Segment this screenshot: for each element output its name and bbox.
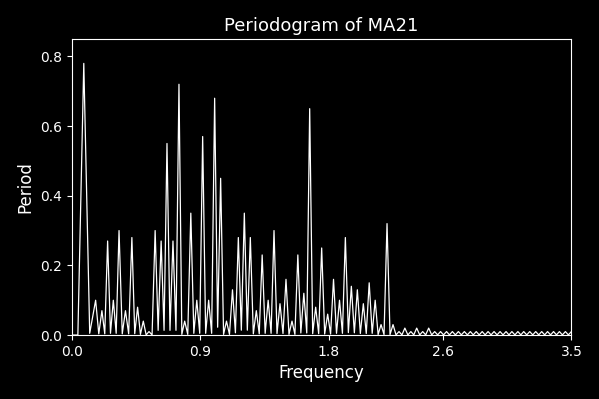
Y-axis label: Period: Period (17, 161, 35, 213)
X-axis label: Frequency: Frequency (279, 364, 365, 382)
Title: Periodogram of MA21: Periodogram of MA21 (225, 17, 419, 35)
